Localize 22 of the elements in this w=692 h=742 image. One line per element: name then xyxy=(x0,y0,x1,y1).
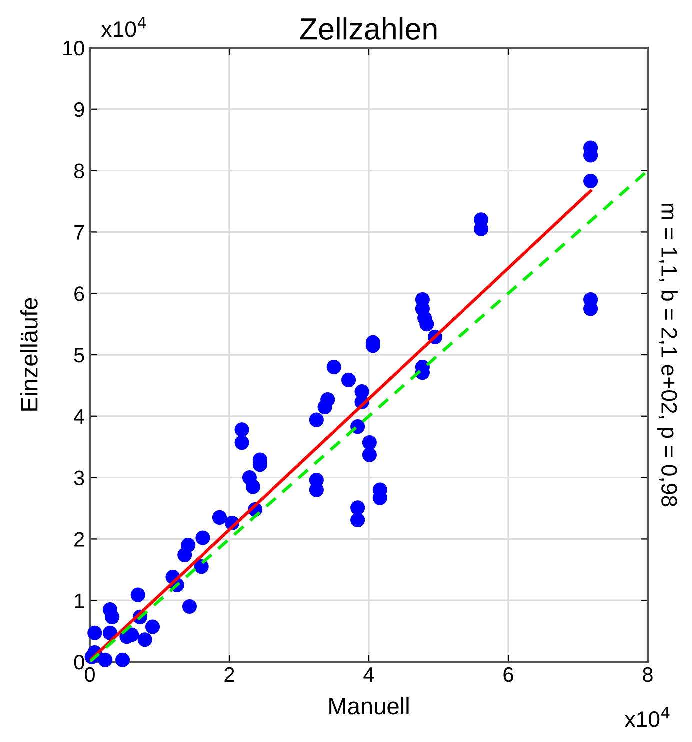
y-tick-label: 3 xyxy=(74,470,84,486)
y-tick-label: 8 xyxy=(74,164,84,179)
x-tick-label: 4 xyxy=(364,668,374,682)
x-tick-label: 8 xyxy=(643,667,653,682)
x-axis-title: Manuell xyxy=(330,697,409,715)
y-tick-label: 7 xyxy=(74,225,84,240)
y-axis-title: Einzelläufe xyxy=(20,298,38,411)
y-tick-label: 6 xyxy=(74,286,84,302)
y-tick-label: 2 xyxy=(74,532,84,547)
y-tick-label: 9 xyxy=(74,102,84,118)
text: x10$^{4}$ xyxy=(101,17,146,38)
y-tick-label: 0 xyxy=(74,655,84,670)
text: m = 1,1, b = 2,1 e+02, p = 0,98 xyxy=(657,204,678,507)
x-tick-label: 2 xyxy=(224,667,234,682)
text: x10$^{4}$ xyxy=(624,707,670,728)
y-tick-label: 10 xyxy=(64,41,84,56)
x-tick-label: 0 xyxy=(85,667,95,682)
y-tick-label: 4 xyxy=(74,410,85,424)
x-tick-label: 6 xyxy=(504,667,514,682)
y-tick-label: 1 xyxy=(75,594,84,608)
y-tick-label: 5 xyxy=(74,348,84,363)
chart-title: Zellzahlen xyxy=(300,18,437,40)
